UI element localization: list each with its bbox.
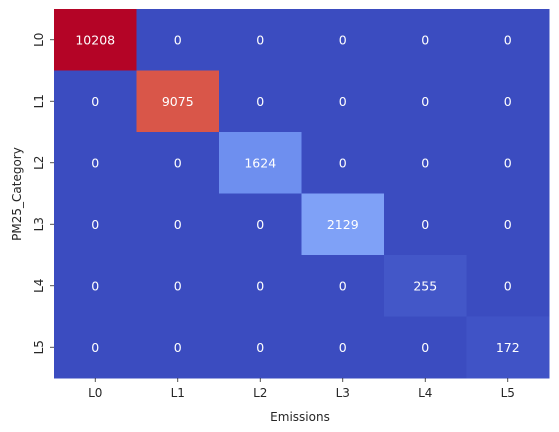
heatmap-cell-L1-L0: [54, 70, 137, 133]
cell-value-label: 0: [256, 278, 264, 293]
cell-value-label: 0: [504, 32, 512, 47]
y-tick-label: L0: [32, 33, 46, 47]
cell-value-label: 0: [421, 340, 429, 355]
heatmap-cell-L2-L2: [219, 132, 302, 194]
y-tick-label: L1: [32, 94, 46, 108]
heatmap-cell-L3-L4: [384, 193, 467, 256]
cell-value-label: 0: [91, 340, 99, 355]
cell-value-label: 10208: [75, 32, 115, 47]
y-tick-label: L2: [32, 156, 46, 170]
heatmap-cell-L2-L5: [466, 132, 550, 194]
heatmap-cell-L0-L3: [301, 9, 385, 71]
heatmap-cell-L5-L0: [54, 316, 137, 379]
heatmap-cell-L3-L2: [219, 193, 302, 256]
cell-annotations: 10208 0 0 0 0 0 0 9075 0 0 0 0 0 0 1624 0 0 0 0 0 0 2129 0 0 0 0 0…: [75, 32, 519, 355]
cell-value-label: 0: [174, 278, 182, 293]
heatmap-cell-L0-L2: [219, 9, 302, 71]
heatmap-cell-L0-L1: [136, 9, 220, 71]
heatmap-cells: [54, 9, 550, 379]
heatmap-cell-L3-L3: [301, 193, 385, 256]
cell-value-label: 0: [91, 217, 99, 232]
cell-value-label: 0: [339, 32, 347, 47]
cell-value-label: 172: [496, 340, 520, 355]
cell-value-label: 0: [256, 94, 264, 109]
heatmap-cell-L3-L1: [136, 193, 220, 256]
heatmap-cell-L5-L1: [136, 316, 220, 379]
heatmap-cell-L0-L4: [384, 9, 467, 71]
heatmap-cell-L4-L4: [384, 255, 467, 317]
heatmap-cell-L1-L4: [384, 70, 467, 133]
heatmap-cell-L4-L3: [301, 255, 385, 317]
heatmap-cell-L4-L2: [219, 255, 302, 317]
cell-value-label: 0: [174, 155, 182, 170]
heatmap-cell-L2-L3: [301, 132, 385, 194]
cell-value-label: 0: [504, 94, 512, 109]
cell-value-label: 0: [256, 32, 264, 47]
cell-value-label: 0: [421, 32, 429, 47]
cell-value-label: 0: [91, 155, 99, 170]
heatmap-cell-L3-L5: [466, 193, 550, 256]
cell-value-label: 0: [504, 278, 512, 293]
x-tick-label: L2: [253, 386, 267, 400]
y-tick-label: L3: [32, 217, 46, 231]
x-tick-label: L4: [418, 386, 432, 400]
x-tick-label: L5: [501, 386, 515, 400]
y-tick-label: L4: [32, 279, 46, 293]
heatmap-cell-L1-L2: [219, 70, 302, 133]
cell-value-label: 0: [421, 217, 429, 232]
cell-value-label: 0: [421, 155, 429, 170]
cell-value-label: 0: [174, 340, 182, 355]
y-tick-label: L5: [32, 340, 46, 354]
cell-value-label: 0: [256, 217, 264, 232]
x-tick-label: L1: [171, 386, 185, 400]
cell-value-label: 0: [91, 278, 99, 293]
y-axis-ticks: L0 L1 L2 L3 L4 L5: [32, 33, 54, 354]
heatmap-cell-L4-L5: [466, 255, 550, 317]
heatmap-cell-L0-L5: [466, 9, 550, 71]
cell-value-label: 0: [339, 94, 347, 109]
cell-value-label: 0: [91, 94, 99, 109]
heatmap-cell-L4-L0: [54, 255, 137, 317]
heatmap-cell-L5-L3: [301, 316, 385, 379]
heatmap-cell-L1-L3: [301, 70, 385, 133]
heatmap-cell-L2-L0: [54, 132, 137, 194]
cell-value-label: 255: [413, 278, 437, 293]
cell-value-label: 0: [174, 217, 182, 232]
cell-value-label: 0: [339, 155, 347, 170]
cell-value-label: 0: [504, 155, 512, 170]
cell-value-label: 0: [174, 32, 182, 47]
heatmap-cell-L3-L0: [54, 193, 137, 256]
heatmap-cell-L1-L1: [136, 70, 220, 133]
cell-value-label: 0: [339, 278, 347, 293]
cell-value-label: 2129: [327, 217, 359, 232]
heatmap-cell-L2-L1: [136, 132, 220, 194]
heatmap-cell-L5-L5: [466, 316, 550, 379]
heatmap-cell-L4-L1: [136, 255, 220, 317]
heatmap-cell-L5-L2: [219, 316, 302, 379]
heatmap-cell-L1-L5: [466, 70, 550, 133]
cell-value-label: 0: [504, 217, 512, 232]
heatmap-cell-L0-L0: [54, 9, 137, 71]
x-tick-label: L0: [88, 386, 102, 400]
x-axis-ticks: L0 L1 L2 L3 L4 L5: [88, 378, 515, 400]
cell-value-label: 0: [421, 94, 429, 109]
cell-value-label: 0: [256, 340, 264, 355]
heatmap-cell-L2-L4: [384, 132, 467, 194]
cell-value-label: 1624: [244, 155, 276, 170]
x-tick-label: L3: [336, 386, 350, 400]
heatmap-cell-L5-L4: [384, 316, 467, 379]
cell-value-label: 0: [339, 340, 347, 355]
cell-value-label: 9075: [162, 94, 194, 109]
x-axis-label: Emissions: [270, 410, 330, 424]
y-axis-label: PM25_Category: [10, 147, 24, 241]
